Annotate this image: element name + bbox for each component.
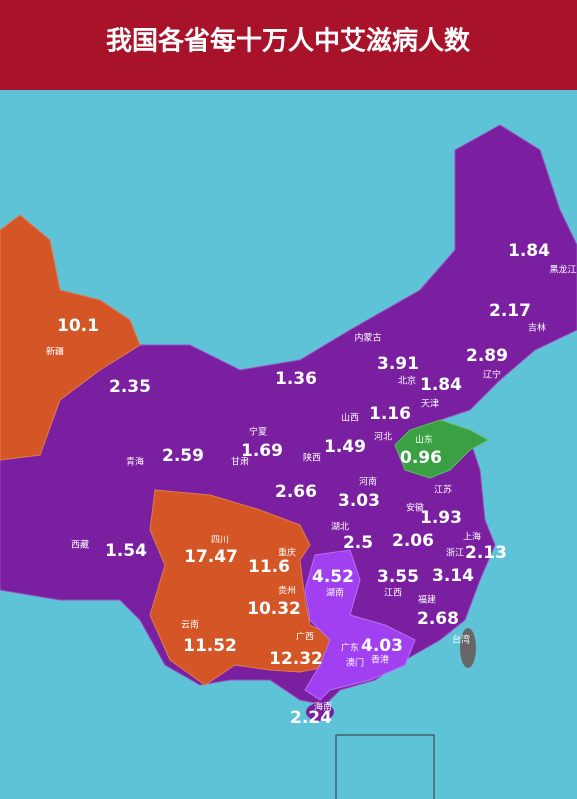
title: 我国各省每十万人中艾滋病人数 xyxy=(106,26,471,57)
value-label: 2.59 xyxy=(162,446,204,466)
value-label: 11.52 xyxy=(183,636,237,656)
region-hainan xyxy=(306,703,334,721)
region-label: 海南 xyxy=(314,701,332,713)
value-label: 10.32 xyxy=(247,599,301,619)
region-label: 香港 xyxy=(371,654,389,666)
region-purple xyxy=(0,124,577,706)
region-label: 浙江 xyxy=(446,547,464,559)
region-label: 陕西 xyxy=(303,452,321,464)
region-label: 云南 xyxy=(181,619,199,631)
value-label: 2.66 xyxy=(275,482,317,502)
value-label: 1.16 xyxy=(369,404,411,424)
region-label: 重庆 xyxy=(278,547,296,559)
region-label: 西藏 xyxy=(71,539,89,551)
region-label: 贵州 xyxy=(278,585,296,597)
region-orange xyxy=(0,214,141,461)
value-label: 2.24 xyxy=(290,708,332,728)
region-label: 内蒙古 xyxy=(354,332,381,344)
region-label: 河南 xyxy=(359,476,377,488)
region-label: 江西 xyxy=(384,588,402,599)
value-label: 1.69 xyxy=(241,441,283,461)
region-green xyxy=(394,419,490,479)
region-light-purple xyxy=(304,549,416,701)
region-label: 北京 xyxy=(398,375,416,387)
region-label: 青海 xyxy=(126,456,144,468)
region-label: 上海 xyxy=(463,531,481,543)
region-label: 甘肃 xyxy=(231,456,249,468)
region-label: 辽宁 xyxy=(483,369,501,381)
value-label: 11.6 xyxy=(248,557,290,577)
value-label: 3.55 xyxy=(377,567,419,587)
value-label: 2.06 xyxy=(392,531,434,551)
region-label: 江苏 xyxy=(434,484,452,496)
value-label: 17.47 xyxy=(184,547,238,567)
value-label: 4.03 xyxy=(361,636,403,656)
value-label: 2.17 xyxy=(489,301,531,321)
value-label: 4.52 xyxy=(312,567,354,587)
value-label: 1.49 xyxy=(324,437,366,457)
value-label: 0.96 xyxy=(400,448,442,468)
region-label: 黑龙江 xyxy=(549,264,576,276)
region-label: 湖北 xyxy=(331,522,349,533)
value-label: 3.91 xyxy=(377,354,419,374)
region-taiwan xyxy=(460,628,476,668)
inset-box xyxy=(335,734,435,799)
value-label: 2.68 xyxy=(417,609,459,629)
region-label: 宁夏 xyxy=(249,426,267,438)
value-label: 12.32 xyxy=(269,649,323,669)
region-label: 河北 xyxy=(374,431,392,443)
region-label: 福建 xyxy=(418,594,436,606)
value-label: 1.84 xyxy=(508,241,550,261)
value-label: 2.89 xyxy=(466,346,508,366)
value-label: 1.36 xyxy=(275,369,317,389)
region-label: 安徽 xyxy=(406,502,424,514)
value-label: 2.35 xyxy=(109,377,151,397)
region-label: 四川 xyxy=(211,536,229,546)
value-label: 1.84 xyxy=(420,375,462,395)
region-label: 天津 xyxy=(421,399,439,410)
region-label: 山西 xyxy=(341,413,359,424)
region-label: 台湾 xyxy=(452,634,470,646)
value-label: 2.13 xyxy=(465,543,507,563)
region-label: 新疆 xyxy=(46,346,64,358)
region-label: 广东 xyxy=(341,642,359,654)
value-label: 1.93 xyxy=(420,508,462,528)
value-label: 3.14 xyxy=(432,566,474,586)
region-label: 湖南 xyxy=(326,587,344,599)
region-label: 山东 xyxy=(415,434,433,446)
value-label: 3.03 xyxy=(338,491,380,511)
region-label: 广西 xyxy=(296,631,314,643)
region-label: 吉林 xyxy=(528,322,546,334)
value-label: 10.1 xyxy=(57,316,99,336)
header-bar xyxy=(0,0,577,90)
region-label: 澳门 xyxy=(346,657,364,669)
value-label: 1.54 xyxy=(105,541,147,561)
value-label: 2.5 xyxy=(343,533,373,553)
